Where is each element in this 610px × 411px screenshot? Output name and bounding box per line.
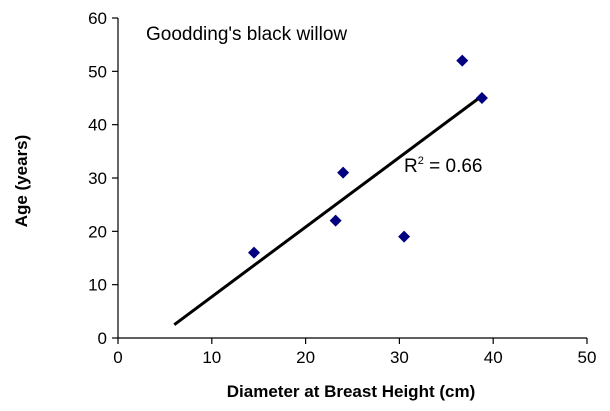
data-point-6	[475, 92, 488, 104]
trendline-group	[173, 96, 481, 326]
x-tick-label: 30	[390, 348, 409, 367]
x-tick-label: 10	[202, 348, 221, 367]
axes	[117, 18, 587, 339]
x-tick-label: 0	[113, 348, 122, 367]
data-points	[248, 54, 488, 259]
y-tick-label: 30	[88, 169, 107, 188]
ticks: 0 10 20 30 40 50 60 0 10 20 30 40 50	[88, 9, 596, 367]
y-tick-label: 20	[88, 222, 107, 241]
data-point-3	[337, 166, 350, 179]
data-point-5	[456, 54, 469, 67]
data-point-4	[398, 230, 411, 243]
y-tick-label: 60	[88, 9, 107, 28]
r-squared-value: = 0.66	[424, 156, 483, 177]
y-tick-label: 40	[88, 116, 107, 135]
x-tick-label: 20	[296, 348, 315, 367]
y-tick-label: 10	[88, 276, 107, 295]
y-tick-label: 0	[98, 329, 107, 348]
data-point-2	[329, 214, 342, 227]
r-squared-prefix: R	[404, 156, 418, 177]
x-tick-label: 50	[578, 348, 597, 367]
r-squared-superscript: 2	[418, 155, 424, 167]
y-tick-label: 50	[88, 62, 107, 81]
chart-annotation-species: Goodding's black willow	[146, 24, 347, 45]
x-tick-label: 40	[484, 348, 503, 367]
trendline	[173, 96, 481, 326]
y-axis-title: Age (years)	[12, 135, 31, 228]
x-axis-title: Diameter at Breast Height (cm)	[227, 382, 475, 401]
data-point-1	[248, 246, 261, 259]
r-squared-annotation: R2 = 0.66	[404, 155, 483, 177]
